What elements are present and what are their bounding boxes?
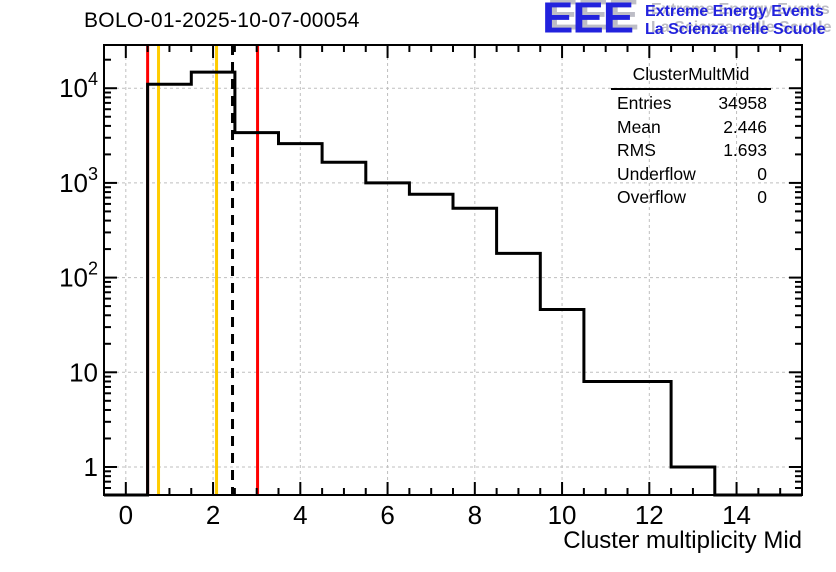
x-tick-label: 12 (635, 500, 664, 530)
stats-title: ClusterMultMid (611, 64, 771, 90)
stats-label: RMS (617, 140, 656, 160)
stats-row-rms: RMS 1.693 (611, 139, 771, 163)
stats-value: 0 (757, 163, 767, 184)
histogram-line (104, 70, 802, 497)
plot-title: BOLO-01-2025-10-07-00054 (84, 9, 360, 32)
stats-row-mean: Mean 2.446 (611, 116, 771, 140)
y-tick-label: 102 (59, 259, 98, 293)
stats-label: Underflow (617, 163, 696, 184)
x-tick-label: 6 (380, 500, 394, 530)
stats-row-underflow: Underflow 0 (611, 163, 771, 187)
y-tick-label: 10 (69, 357, 98, 387)
stats-label: Entries (617, 93, 672, 113)
y-tick-label: 103 (59, 164, 98, 198)
eee-logo: EEE (542, 0, 634, 42)
x-tick-label: 14 (722, 500, 751, 530)
x-axis-title: Cluster multiplicity Mid (563, 527, 802, 554)
stats-box: ClusterMultMid Entries 34958 Mean 2.446 … (611, 64, 771, 210)
x-tick-label: 4 (293, 500, 307, 530)
stats-label: Overflow (617, 187, 687, 207)
x-tick-label: 10 (548, 500, 577, 530)
eee-logo-text: Extreme Energy Events La Scienza nelle S… (645, 3, 826, 39)
stats-value: 0 (757, 187, 767, 207)
x-tick-label: 8 (468, 500, 482, 530)
stats-value: 34958 (718, 93, 767, 113)
stats-label: Mean (617, 116, 661, 137)
x-tick-label: 0 (119, 500, 133, 530)
x-tick-label: 2 (206, 500, 220, 530)
stats-row-entries: Entries 34958 (611, 92, 771, 116)
y-tick-label: 104 (59, 69, 98, 103)
eee-logo-line1: Extreme Energy Events (645, 3, 824, 20)
stats-value: 2.446 (723, 116, 767, 137)
stats-row-overflow: Overflow 0 (611, 186, 771, 210)
eee-logo-line2: La Scienza nelle Scuole (645, 21, 826, 38)
y-tick-label: 1 (84, 452, 98, 482)
stats-value: 1.693 (723, 140, 767, 160)
